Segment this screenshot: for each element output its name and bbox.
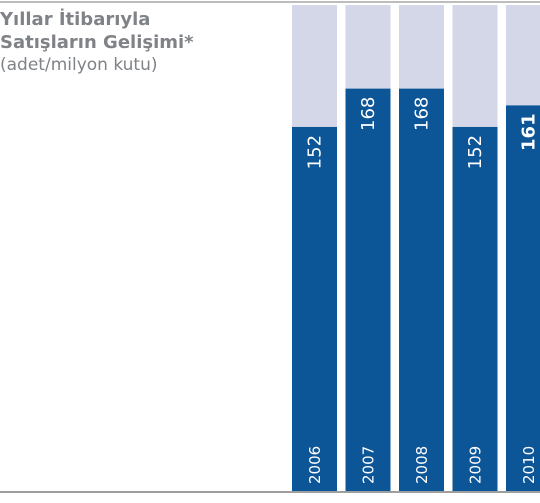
value-label: 152 — [465, 135, 486, 169]
chart-title-line-2: Satışların Gelişimi* — [0, 32, 194, 53]
value-label: 168 — [412, 97, 433, 131]
bar — [506, 105, 540, 491]
bar — [292, 126, 337, 492]
bar — [452, 126, 498, 492]
value-label: 168 — [358, 97, 379, 131]
x-tick-label: 2006 — [306, 446, 324, 484]
value-label: 161 — [519, 113, 540, 151]
bar — [399, 88, 444, 491]
x-tick-label: 2010 — [520, 446, 538, 484]
x-tick-label: 2007 — [360, 446, 378, 484]
x-tick-label: 2009 — [467, 446, 485, 484]
chart-title-line-1: Yıllar İtibarıyla — [0, 8, 150, 30]
bar — [345, 88, 391, 491]
chart-subtitle: (adet/milyon kutu) — [0, 55, 158, 75]
x-tick-label: 2008 — [413, 446, 431, 484]
value-label: 152 — [305, 135, 326, 169]
